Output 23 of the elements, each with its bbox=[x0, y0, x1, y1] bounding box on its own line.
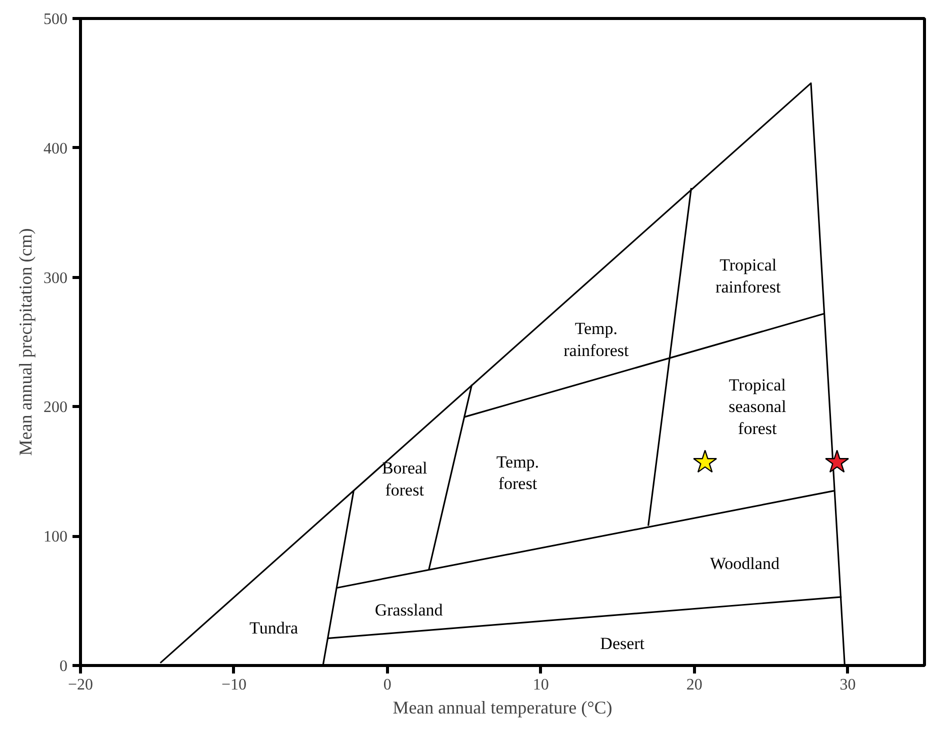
annotation: Woodland bbox=[710, 554, 780, 573]
annotation: Tundra bbox=[250, 618, 298, 638]
y-tick-label: 0 bbox=[60, 658, 68, 675]
annotation: Grassland bbox=[374, 600, 444, 620]
y-axis-title: Mean annual precipitation (cm) bbox=[16, 228, 36, 456]
annotation: Tropical seasonal forest bbox=[728, 375, 786, 438]
x-tick-label: 0 bbox=[383, 676, 392, 694]
annotation: Desert bbox=[600, 634, 645, 653]
y-tick-label: 500 bbox=[44, 11, 68, 28]
y-tick-label: 100 bbox=[44, 528, 68, 546]
x-tick-label: 10 bbox=[532, 676, 549, 694]
annotation: Tropical rainforest bbox=[716, 256, 781, 296]
y-tick-label: 400 bbox=[44, 140, 68, 158]
annotation: Temp. forest bbox=[496, 452, 540, 494]
x-tick-label: −10 bbox=[221, 676, 246, 694]
annotation: Temp. rainforest bbox=[564, 318, 630, 360]
annotation: Boreal forest bbox=[382, 458, 428, 500]
y-tick-label: 300 bbox=[44, 270, 68, 287]
x-tick-label: −20 bbox=[68, 676, 94, 694]
x-axis-title: Mean annual temperature (°C) bbox=[392, 698, 612, 718]
y-tick-label: 200 bbox=[44, 399, 68, 416]
x-tick-label: 30 bbox=[840, 676, 856, 694]
x-tick-label: 20 bbox=[686, 676, 702, 694]
